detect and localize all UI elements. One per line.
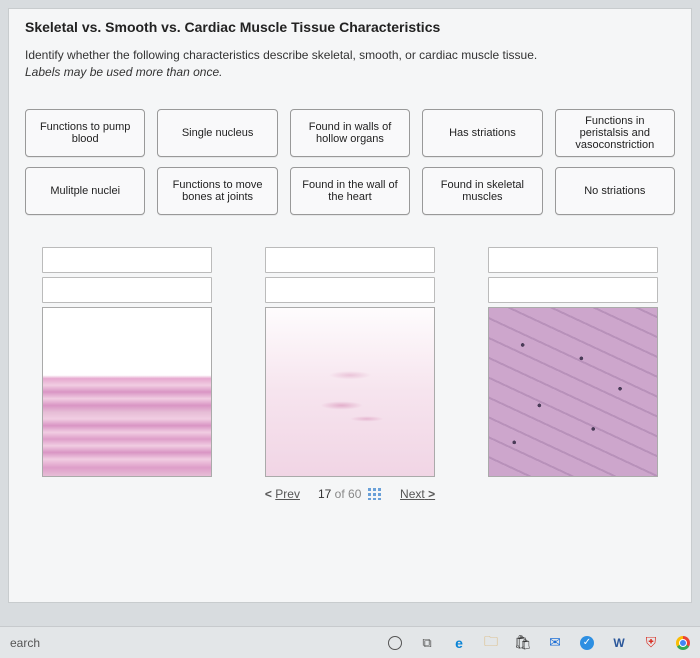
drop-zone[interactable] <box>42 277 212 303</box>
drop-zone[interactable] <box>488 277 658 303</box>
current-page: 17 <box>318 487 331 501</box>
label-card[interactable]: Found in walls of hollow organs <box>290 109 410 157</box>
label-card[interactable]: Has striations <box>422 109 542 157</box>
drop-zone[interactable] <box>488 247 658 273</box>
page-title: Skeletal vs. Smooth vs. Cardiac Muscle T… <box>25 19 675 35</box>
label-card[interactable]: Functions in peristalsis and vasoconstri… <box>555 109 675 157</box>
label-card[interactable]: Found in the wall of the heart <box>290 167 410 215</box>
label-bank: Functions to pump blood Single nucleus F… <box>25 109 675 215</box>
instructions-line2: Labels may be used more than once. <box>25 64 675 81</box>
file-explorer-icon[interactable]: 🗀 <box>482 634 500 652</box>
target-skeletal <box>42 247 212 477</box>
quiz-panel: Skeletal vs. Smooth vs. Cardiac Muscle T… <box>8 8 692 603</box>
target-smooth <box>265 247 435 477</box>
label-card[interactable]: No striations <box>555 167 675 215</box>
smooth-tissue-image <box>265 307 435 477</box>
edge-icon[interactable]: e <box>450 634 468 652</box>
cortana-icon[interactable] <box>386 634 404 652</box>
label-card[interactable]: Functions to move bones at joints <box>157 167 277 215</box>
instructions: Identify whether the following character… <box>25 47 675 81</box>
prev-button[interactable]: < Prev <box>265 487 300 501</box>
instructions-line1: Identify whether the following character… <box>25 47 675 64</box>
chrome-icon[interactable] <box>674 634 692 652</box>
drop-zone[interactable] <box>265 277 435 303</box>
label-card[interactable]: Mulitple nuclei <box>25 167 145 215</box>
shield-icon[interactable]: ⛨ <box>642 634 660 652</box>
taskbar: earch ⧉ e 🗀 🛍 ✉ ✓ W ⛨ <box>0 626 700 658</box>
drop-zone[interactable] <box>265 247 435 273</box>
next-button[interactable]: Next > <box>400 487 435 501</box>
word-icon[interactable]: W <box>610 634 628 652</box>
target-cardiac <box>488 247 658 477</box>
store-icon[interactable]: 🛍 <box>514 634 532 652</box>
skeletal-tissue-image <box>42 307 212 477</box>
grid-icon[interactable] <box>368 488 382 500</box>
next-label: Next <box>400 487 425 501</box>
label-card[interactable]: Functions to pump blood <box>25 109 145 157</box>
pager: < Prev 17 of 60 Next > <box>25 487 675 501</box>
chevron-left-icon: < <box>265 487 272 501</box>
page-indicator: 17 of 60 <box>318 487 382 501</box>
prev-label: Prev <box>275 487 300 501</box>
total-pages: 60 <box>348 487 361 501</box>
drop-targets <box>25 247 675 477</box>
chevron-right-icon: > <box>428 487 435 501</box>
check-icon[interactable]: ✓ <box>578 634 596 652</box>
mail-icon[interactable]: ✉ <box>546 634 564 652</box>
cardiac-tissue-image <box>488 307 658 477</box>
taskview-icon[interactable]: ⧉ <box>418 634 436 652</box>
drop-zone[interactable] <box>42 247 212 273</box>
of-text: of <box>335 487 345 501</box>
label-card[interactable]: Single nucleus <box>157 109 277 157</box>
taskbar-search-input[interactable]: earch <box>10 636 40 650</box>
label-card[interactable]: Found in skeletal muscles <box>422 167 542 215</box>
